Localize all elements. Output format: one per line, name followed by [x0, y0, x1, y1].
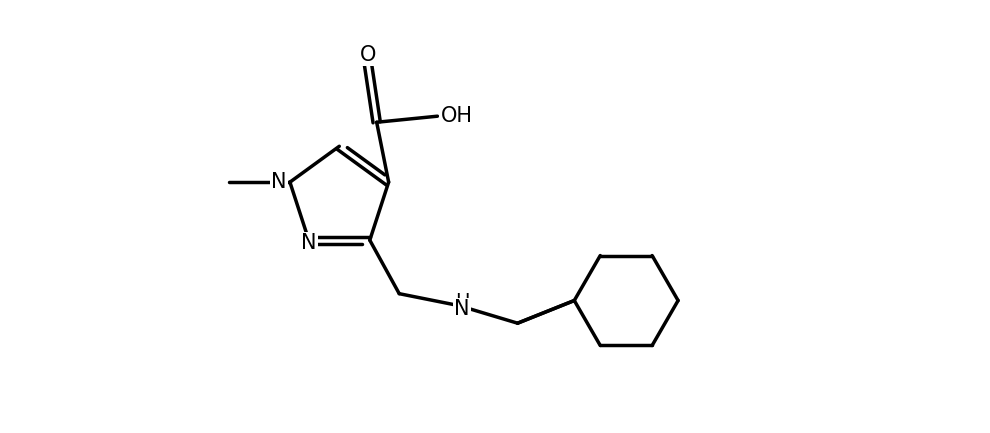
- Text: N: N: [454, 299, 470, 319]
- Text: O: O: [359, 45, 376, 65]
- Text: H: H: [454, 292, 469, 311]
- Text: OH: OH: [441, 106, 472, 126]
- Text: N: N: [301, 233, 317, 253]
- Text: N: N: [271, 172, 287, 192]
